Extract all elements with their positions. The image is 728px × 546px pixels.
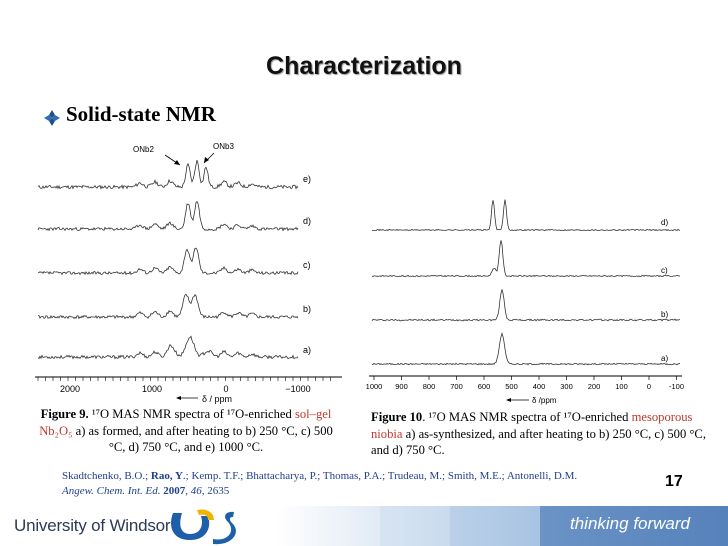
spectrum-trace-e	[37, 159, 299, 190]
trace-label-d: d)	[303, 216, 311, 226]
diamond-bullet-icon	[44, 107, 60, 126]
x-axis-ticks	[373, 376, 677, 380]
reference-citation: Skadtchenko, B.O.; Rao, Y.; Kemp. T.F.; …	[62, 470, 578, 497]
spectrum-trace-d	[372, 199, 681, 232]
tick-label: 700	[450, 382, 463, 391]
spectrum-trace-a	[37, 335, 299, 360]
tick-label-1000: 1000	[142, 384, 162, 394]
tick-label: 1000	[366, 382, 383, 391]
spectrum-trace-b	[37, 293, 299, 320]
spectrum-trace-d	[37, 200, 299, 232]
tick-label: 0	[647, 382, 651, 391]
x-axis-ticks	[37, 377, 331, 381]
ref-volume: 46	[190, 485, 202, 497]
tick-label-2000: 2000	[60, 384, 80, 394]
axis-arrowhead-icon	[506, 398, 511, 402]
spectrum-trace-b	[371, 289, 681, 322]
tick-label: 600	[478, 382, 491, 391]
trace-label-b: b)	[303, 304, 311, 314]
spectrum-trace-c	[37, 247, 299, 276]
arrowhead-onb2-icon	[174, 160, 180, 165]
ref-pages: , 2635	[201, 485, 230, 497]
tick-label-0: 0	[223, 384, 228, 394]
ref-year: 2007	[163, 485, 186, 497]
ref-journal: Angew. Chem. Int. Ed.	[62, 485, 161, 497]
slide-title: Characterization	[266, 52, 462, 80]
caption-prefix: Figure 9.	[40, 407, 89, 421]
x-axis-label: δ /ppm	[532, 396, 557, 405]
peak-label-onb3: ONb3	[213, 142, 234, 151]
tick-label: 100	[615, 382, 628, 391]
tick-label-minus-1000: −1000	[285, 384, 310, 394]
caption-highlight: sol–gel Nb₂O₅	[39, 407, 332, 438]
ref-authors: Skadtchenko, B.O.;	[62, 470, 151, 482]
tick-label: -100	[669, 382, 684, 391]
x-axis-label: δ / ppm	[202, 394, 232, 404]
trace-label-b: b)	[661, 310, 668, 319]
caption-text: ¹⁷O MAS NMR spectra of ¹⁷O-enriched	[88, 407, 292, 421]
bullet-solid-state-nmr: Solid-state NMR	[44, 102, 216, 127]
trace-label-a: a)	[661, 354, 668, 363]
windsor-logo-icon	[171, 509, 236, 545]
footer-band	[0, 506, 728, 546]
figure-9-nmr-spectra: ONb2 ONb3 e) d) c) b) a) 2000 1000 0 −10…	[35, 142, 342, 404]
figure-9-caption: Figure 9. ¹⁷O MAS NMR spectra of ¹⁷O-enr…	[36, 406, 336, 456]
trace-label-a: a)	[303, 345, 311, 355]
tick-label: 500	[505, 382, 518, 391]
university-name: University of Windsor	[14, 516, 171, 535]
page-number: 17	[665, 473, 683, 490]
trace-label-d: d)	[661, 218, 668, 227]
axis-arrowhead-icon	[176, 396, 181, 400]
caption-text-rest: a) as formed, and after heating to b) 25…	[72, 423, 333, 455]
ref-authors-rest: .; Kemp. T.F.; Bhattacharya, P.; Thomas,…	[182, 470, 578, 482]
peak-label-onb2: ONb2	[133, 145, 154, 154]
tick-label: 300	[560, 382, 573, 391]
trace-label-e: e)	[303, 174, 311, 184]
figure-10-caption: Figure 10. ¹⁷O MAS NMR spectra of ¹⁷O-en…	[371, 409, 721, 459]
tick-label: 200	[588, 382, 601, 391]
spectrum-trace-a	[371, 332, 681, 366]
caption-text: . ¹⁷O MAS NMR spectra of ¹⁷O-enriched	[422, 410, 632, 424]
figure-10-nmr-spectra: d) c) b) a) 1000 900 800 700 600 500 400 300 200…	[366, 199, 684, 405]
tick-label: 800	[423, 382, 436, 391]
tick-label: 900	[395, 382, 408, 391]
spectrum-trace-c	[371, 240, 680, 278]
trace-label-c: c)	[303, 260, 311, 270]
footer-slogan: thinking forward	[570, 514, 691, 533]
bullet-text: Solid-state NMR	[66, 102, 216, 126]
tick-label: 400	[533, 382, 546, 391]
trace-label-c: c)	[661, 266, 668, 275]
ref-author-highlight: Rao, Y	[150, 470, 183, 482]
caption-prefix: Figure 10	[371, 410, 423, 424]
caption-highlight: mesoporous niobia	[371, 410, 693, 441]
caption-text-rest: a) as-synthesized, and after heating to …	[371, 426, 706, 458]
arrowhead-onb3-icon	[204, 157, 209, 163]
